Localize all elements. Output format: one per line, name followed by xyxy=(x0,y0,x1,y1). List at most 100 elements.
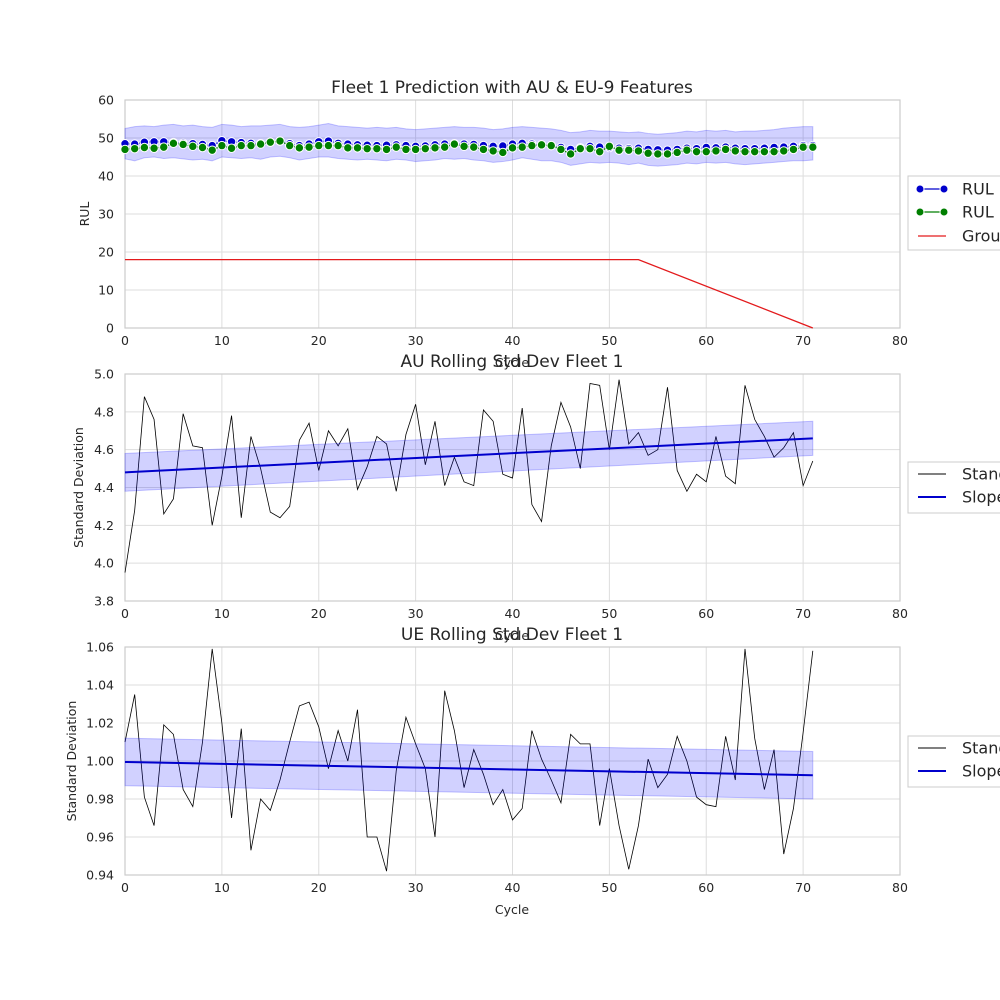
x-tick-label: 20 xyxy=(311,880,327,895)
chart-panel-2: 0 10 20 30 40 50 60 70 80 3.8 4.0 4.2 4.4 4.6 4.8 5.0 AU… xyxy=(71,352,1000,643)
data-point xyxy=(624,145,634,155)
y-axis-label: Standard Deviation xyxy=(64,701,79,822)
x-tick-label: 20 xyxy=(311,333,327,348)
data-point xyxy=(410,144,421,155)
x-tick-label: 20 xyxy=(311,606,327,621)
data-point xyxy=(284,140,295,151)
data-point xyxy=(798,142,808,152)
x-tick-label: 30 xyxy=(408,333,424,348)
data-point xyxy=(294,143,305,153)
data-point xyxy=(459,141,469,152)
data-point xyxy=(362,143,372,154)
data-point xyxy=(420,143,431,154)
x-tick-label: 30 xyxy=(408,880,424,895)
data-point xyxy=(352,143,363,153)
x-tick-label: 40 xyxy=(505,606,521,621)
y-tick-label: 4.4 xyxy=(94,480,114,495)
legend-swatch-marker xyxy=(915,184,925,194)
chart-panel-3: 0 10 20 30 40 50 60 70 80 0.94 0.96 0.98 1.00 1.02 1.0… xyxy=(64,625,1000,917)
data-point xyxy=(701,146,711,157)
legend-swatch-marker xyxy=(915,207,925,217)
data-point xyxy=(236,140,246,151)
x-tick-label: 0 xyxy=(121,333,129,348)
plots-group: 0 10 20 30 40 50 60 70 80 0 10 20 30 40 50 60 Fleet 1 Pr… xyxy=(64,78,1000,917)
data-point xyxy=(643,148,653,158)
y-axis-label: Standard Deviation xyxy=(71,427,86,548)
y-axis-label: RUL xyxy=(77,202,92,227)
data-point xyxy=(546,140,556,151)
x-tick-label: 40 xyxy=(505,333,521,348)
legend-swatch-marker xyxy=(939,184,949,194)
y-tick-label: 4.2 xyxy=(94,518,114,533)
x-tick-label: 70 xyxy=(795,606,811,621)
series-line xyxy=(124,379,814,573)
data-point xyxy=(691,146,702,157)
y-tick-label: 5.0 xyxy=(94,367,114,382)
data-point xyxy=(265,137,276,147)
data-point xyxy=(391,142,401,152)
data-point xyxy=(255,139,266,149)
data-point xyxy=(498,147,508,158)
y-tick-label: 4.0 xyxy=(94,556,114,571)
data-point xyxy=(226,143,237,153)
y-tick-label: 0 xyxy=(106,321,114,336)
data-point xyxy=(740,146,750,157)
data-point xyxy=(672,147,682,158)
data-point xyxy=(517,142,527,152)
y-tick-label: 50 xyxy=(98,131,114,146)
series-3 xyxy=(125,258,814,329)
data-point xyxy=(749,146,760,157)
data-point xyxy=(139,142,150,153)
y-tick-label: 3.8 xyxy=(94,594,114,609)
data-point xyxy=(594,146,605,157)
plot-frame xyxy=(124,99,901,329)
x-tick-label: 50 xyxy=(601,606,617,621)
data-point xyxy=(149,143,159,153)
y-tick-label: 1.06 xyxy=(86,640,114,655)
data-point xyxy=(304,142,314,152)
data-point xyxy=(372,143,382,154)
legend: Stand Slope xyxy=(907,735,1000,788)
chart-title: Fleet 1 Prediction with AU & EU-9 Featur… xyxy=(331,78,693,98)
data-point xyxy=(556,144,566,155)
series-line xyxy=(125,258,814,329)
x-tick-label: 50 xyxy=(601,333,617,348)
x-tick-label: 0 xyxy=(121,606,129,621)
x-tick-label: 30 xyxy=(408,606,424,621)
data-point xyxy=(323,140,334,151)
legend: RUL RUL Grou xyxy=(907,175,1000,251)
data-point xyxy=(488,146,498,156)
x-tick-label: 60 xyxy=(698,333,714,348)
series-2 xyxy=(124,737,814,800)
x-tick-label: 10 xyxy=(214,880,230,895)
x-tick-label: 10 xyxy=(214,606,230,621)
data-point xyxy=(779,146,789,156)
plot-frame xyxy=(124,373,901,602)
data-point xyxy=(246,140,256,151)
data-point xyxy=(314,140,324,151)
y-tick-label: 4.8 xyxy=(94,404,114,419)
legend-box xyxy=(907,735,1000,788)
legend-label: RUL xyxy=(962,180,994,199)
x-tick-label: 40 xyxy=(505,880,521,895)
x-tick-label: 80 xyxy=(892,880,908,895)
y-tick-label: 1.00 xyxy=(86,754,114,769)
x-axis-label: Cycle xyxy=(495,628,529,643)
series-2 xyxy=(124,420,814,492)
y-tick-label: 10 xyxy=(98,283,114,298)
data-point xyxy=(575,143,586,154)
data-point xyxy=(711,146,721,156)
data-point xyxy=(769,146,779,157)
data-point xyxy=(527,140,537,151)
x-tick-label: 0 xyxy=(121,880,129,895)
x-tick-label: 70 xyxy=(795,880,811,895)
series-1 xyxy=(124,379,814,573)
data-point xyxy=(682,145,692,155)
x-axis-label: Cycle xyxy=(495,355,529,370)
legend-label: Stand xyxy=(962,465,1000,484)
legend-label: Grou xyxy=(962,227,1000,246)
data-point xyxy=(720,144,731,155)
plot-frame xyxy=(124,646,901,876)
data-point xyxy=(808,142,818,152)
